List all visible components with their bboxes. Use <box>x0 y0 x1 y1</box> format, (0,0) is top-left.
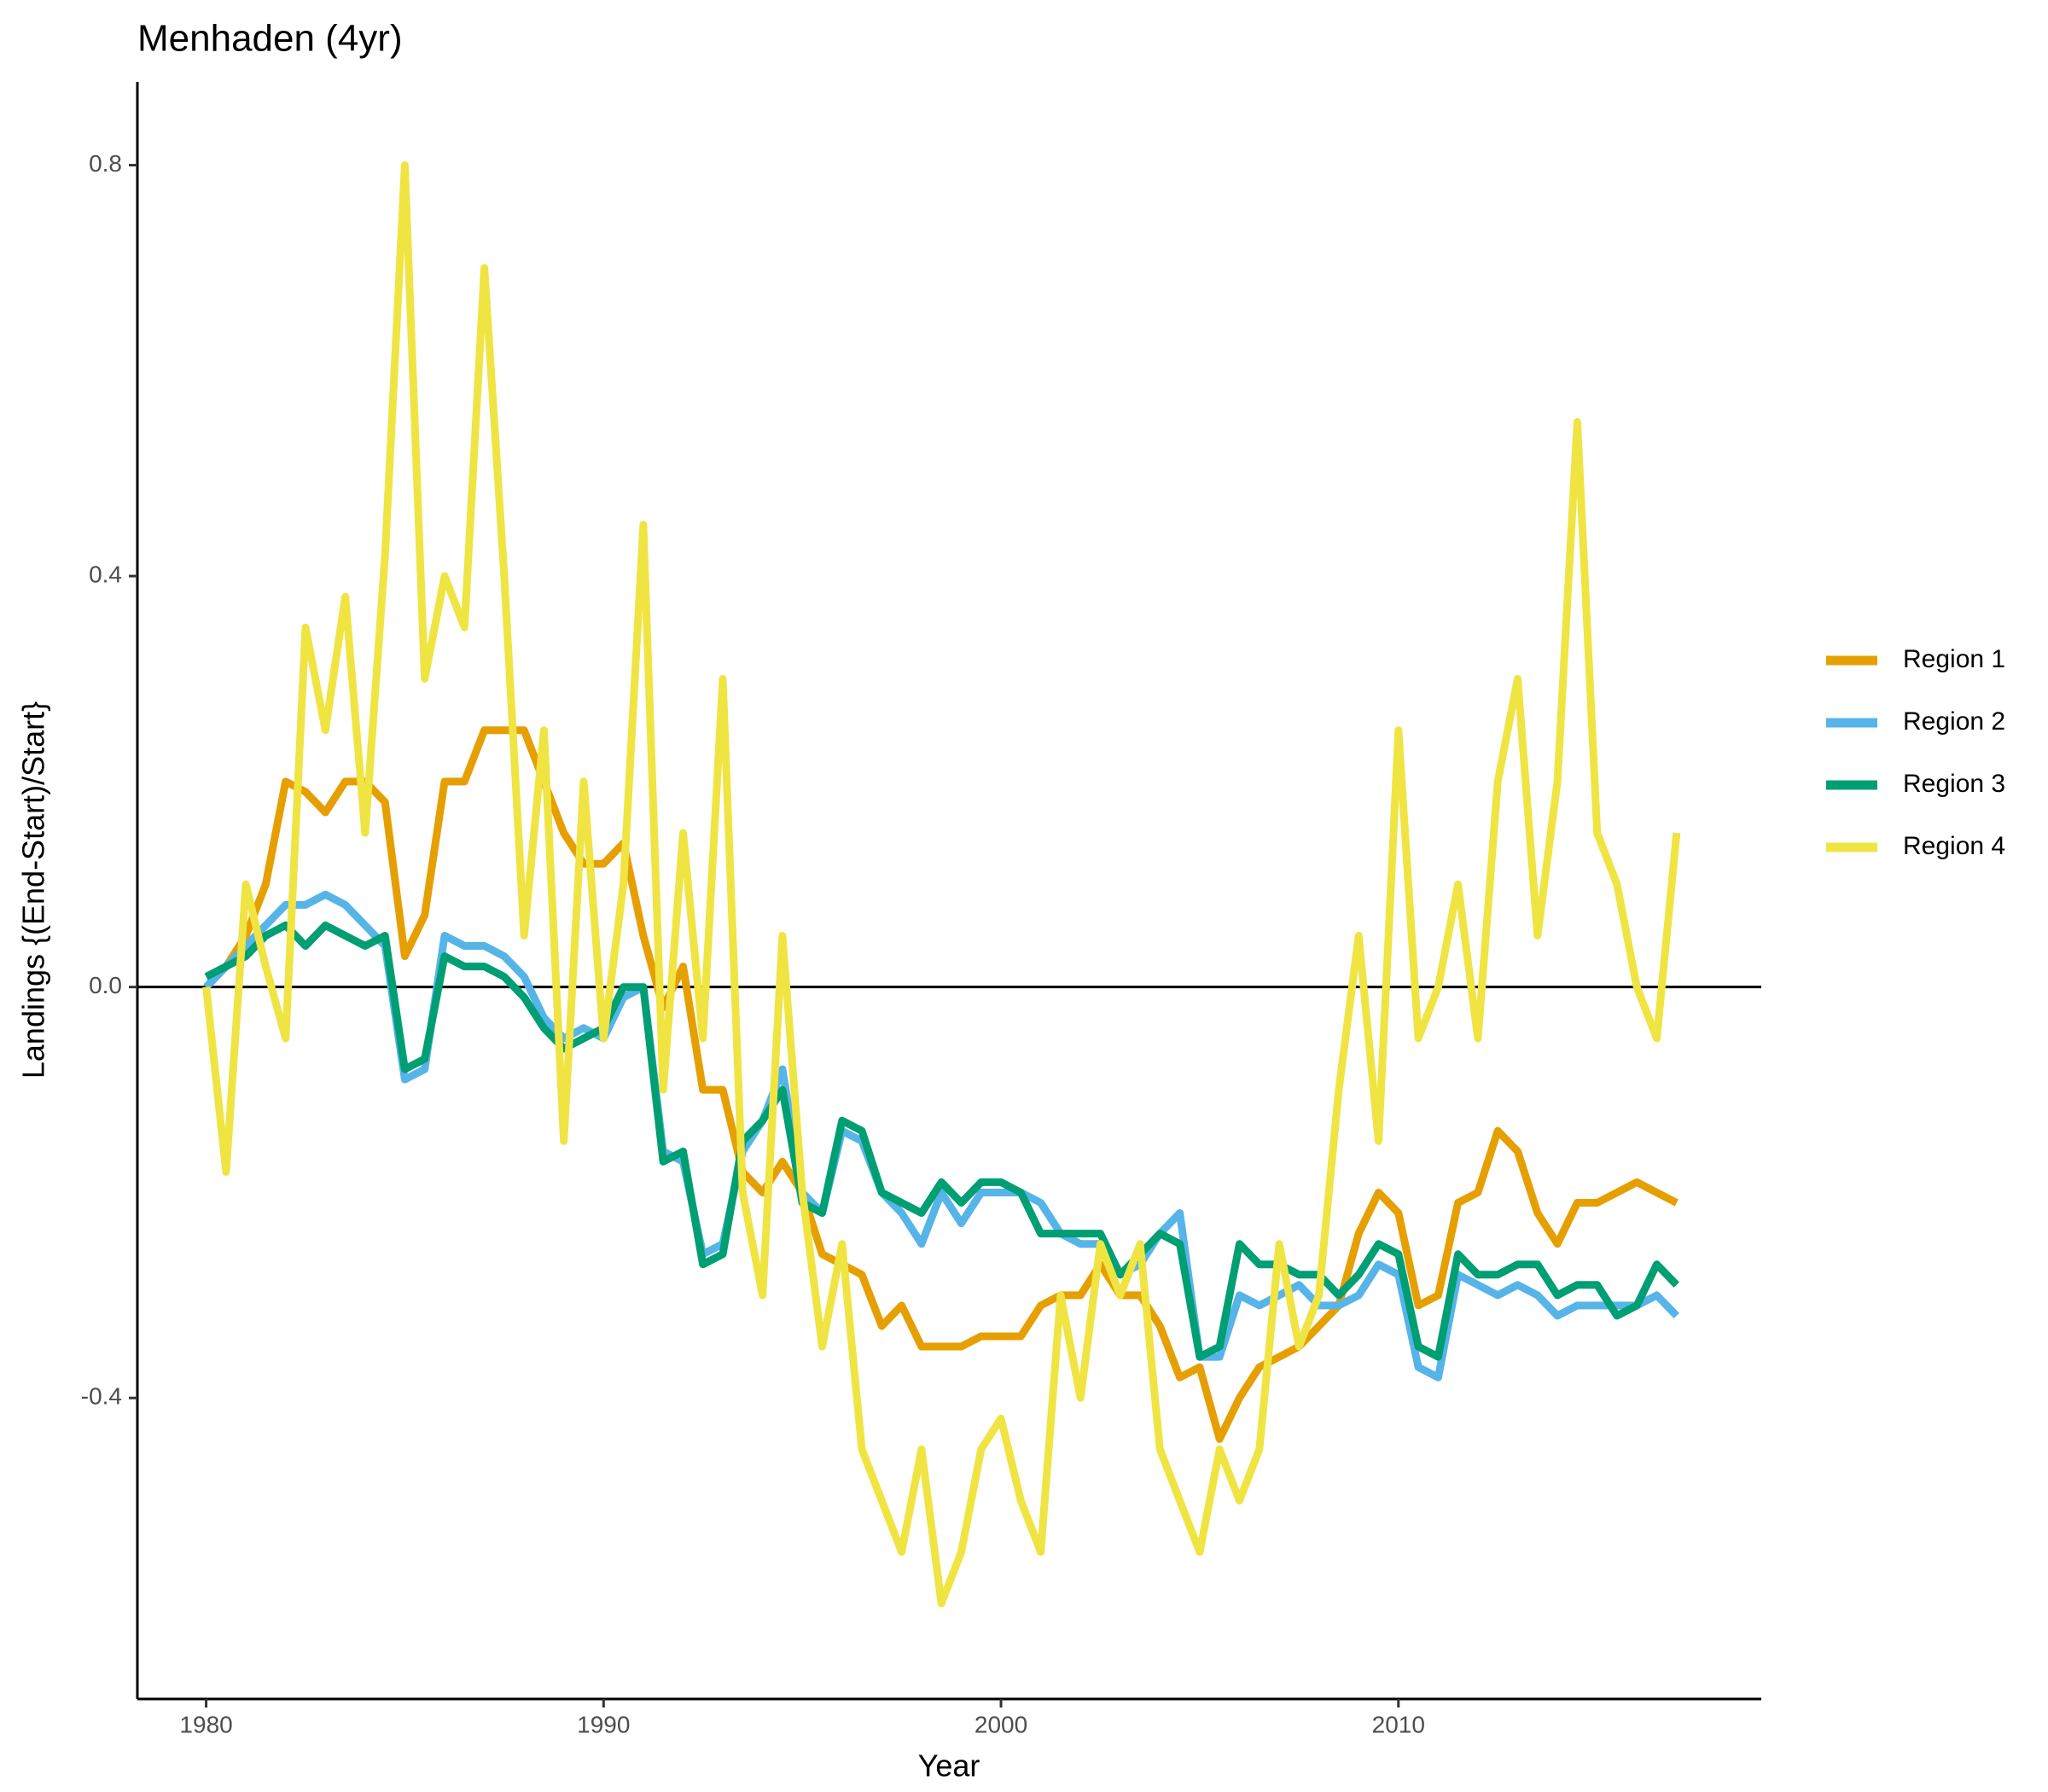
series-line <box>203 890 1680 1382</box>
y-tick-label: 0.0 <box>89 972 122 998</box>
x-axis-title: Year <box>918 1748 980 1783</box>
x-tick-label: 1990 <box>577 1711 630 1737</box>
series-line <box>203 726 1679 1443</box>
legend-label: Region 2 <box>1903 707 2005 736</box>
series-line <box>202 161 1681 1608</box>
legend-label: Region 3 <box>1903 770 2005 798</box>
chart-title: Menhaden (4yr) <box>137 18 403 60</box>
y-tick-label: 0.4 <box>89 561 122 587</box>
series-line <box>204 921 1680 1361</box>
x-tick-label: 2010 <box>1372 1711 1425 1737</box>
y-axis-title: Landings {(End-Start)/Start} <box>16 701 51 1079</box>
y-tick-label: -0.4 <box>81 1383 122 1410</box>
y-tick-label: 0.8 <box>89 150 122 177</box>
x-tick-label: 2000 <box>975 1711 1027 1737</box>
legend-label: Region 4 <box>1903 832 2005 860</box>
legend-label: Region 1 <box>1903 645 2005 673</box>
x-tick-label: 1980 <box>179 1711 232 1737</box>
